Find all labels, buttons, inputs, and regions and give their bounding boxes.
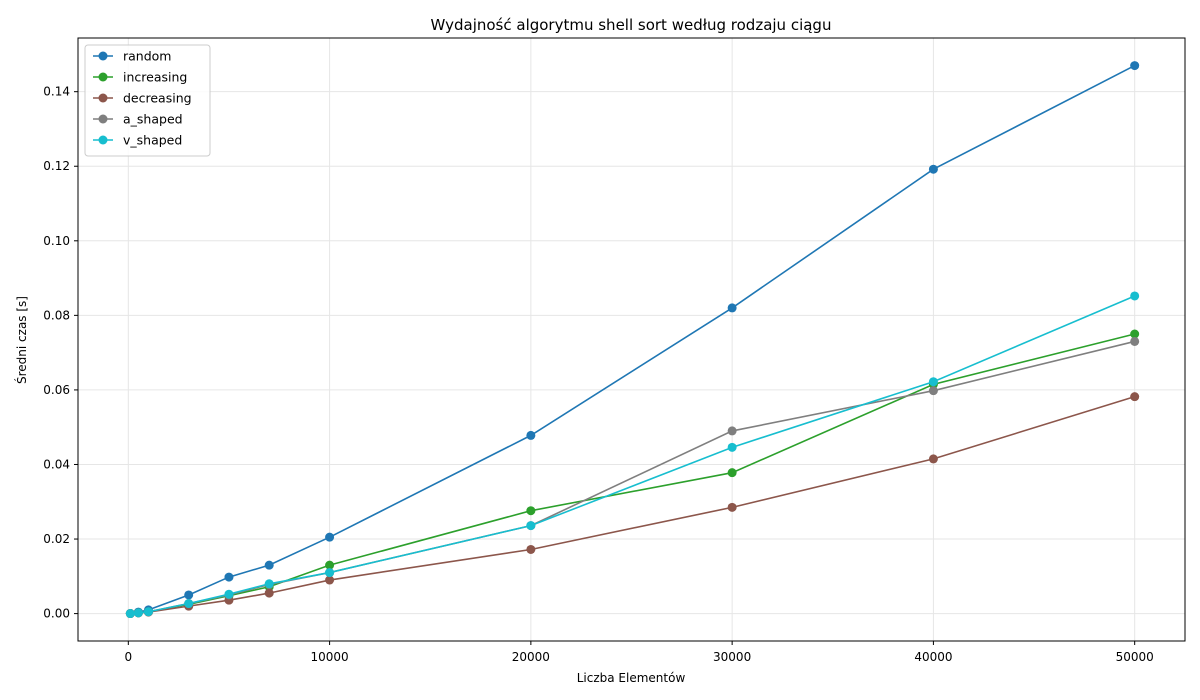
data-point-decreasing [727,502,737,512]
x-tick-label: 10000 [310,650,348,664]
legend-label: v_shaped [123,133,182,148]
legend-label: decreasing [123,91,192,106]
grid-lines [78,38,1185,641]
data-point-decreasing [526,544,536,554]
data-point-decreasing [325,575,335,585]
y-tick-label: 0.04 [43,457,70,471]
series-layer [125,61,1140,619]
legend-label: a_shaped [123,112,183,127]
x-tick-label: 0 [124,650,132,664]
data-point-increasing [727,468,737,478]
data-point-v_shaped [928,377,938,387]
data-point-random [727,303,737,313]
series-random [125,61,1140,619]
data-point-random [325,532,335,542]
legend-swatch-marker [98,135,108,145]
data-point-decreasing [1130,392,1140,402]
legend-swatch-marker [98,72,108,82]
x-axis-ticks: 0 10000 20000 30000 40000 50000 [124,641,1154,664]
data-point-a_shaped [928,386,938,396]
legend: random increasing decreasing a_shaped v_shap… [84,44,211,157]
data-point-v_shaped [325,568,335,578]
legend-item-v_shaped: v_shaped [93,133,182,148]
x-axis-title: Liczba Elementów [577,671,686,685]
series-line-increasing [130,333,1135,615]
series-line-random [130,64,1136,615]
plot-area-frame [77,37,1186,642]
legend-box [84,44,211,157]
y-tick-label: 0.00 [43,607,70,621]
y-tick-label: 0.10 [43,234,70,248]
y-tick-label: 0.02 [43,532,70,546]
x-tick-label: 40000 [914,650,952,664]
data-point-a_shaped [727,426,737,436]
chart-title: Wydajność algorytmu shell sort według ro… [431,16,832,34]
data-point-increasing [325,560,335,570]
data-point-v_shaped [727,442,737,452]
data-point-v_shaped [133,608,143,618]
legend-label: random [123,49,171,64]
x-tick-label: 30000 [713,650,751,664]
data-point-v_shaped [184,599,194,609]
data-point-v_shaped [1130,291,1140,301]
legend-label: increasing [123,70,187,85]
data-point-v_shaped [224,589,234,599]
legend-item-decreasing: decreasing [93,91,192,106]
data-point-v_shaped [264,579,274,589]
y-axis-ticks: 0.00 0.02 0.04 0.06 0.08 0.10 0.12 0.14 [43,85,78,621]
series-a_shaped [125,336,1140,619]
data-point-v_shaped [125,609,135,619]
data-point-random [526,430,536,440]
legend-item-increasing: increasing [93,70,187,85]
legend-item-random: random [93,49,171,64]
y-tick-label: 0.08 [43,308,70,322]
data-point-v_shaped [143,607,153,617]
series-increasing [125,329,1140,619]
x-tick-label: 20000 [512,650,550,664]
data-point-a_shaped [1130,336,1140,346]
data-point-decreasing [928,454,938,464]
y-tick-label: 0.06 [43,383,70,397]
data-point-random [184,590,194,600]
data-point-random [928,164,938,174]
series-line-a_shaped [130,340,1135,615]
y-axis-title: Średni czas [s] [14,296,29,384]
data-point-increasing [526,506,536,516]
data-point-random [224,572,234,582]
data-point-increasing [1130,329,1140,339]
series-line-v_shaped [130,295,1135,615]
data-point-decreasing [264,588,274,598]
legend-item-a_shaped: a_shaped [93,112,183,127]
y-tick-label: 0.14 [43,85,70,99]
x-tick-label: 50000 [1116,650,1154,664]
data-point-random [1130,61,1140,71]
data-point-random [264,560,274,570]
legend-swatch-marker [98,93,108,103]
y-tick-label: 0.12 [43,159,70,173]
legend-swatch-marker [98,51,108,61]
legend-swatch-marker [98,114,108,124]
series-v_shaped [125,291,1140,619]
data-point-v_shaped [526,521,536,531]
